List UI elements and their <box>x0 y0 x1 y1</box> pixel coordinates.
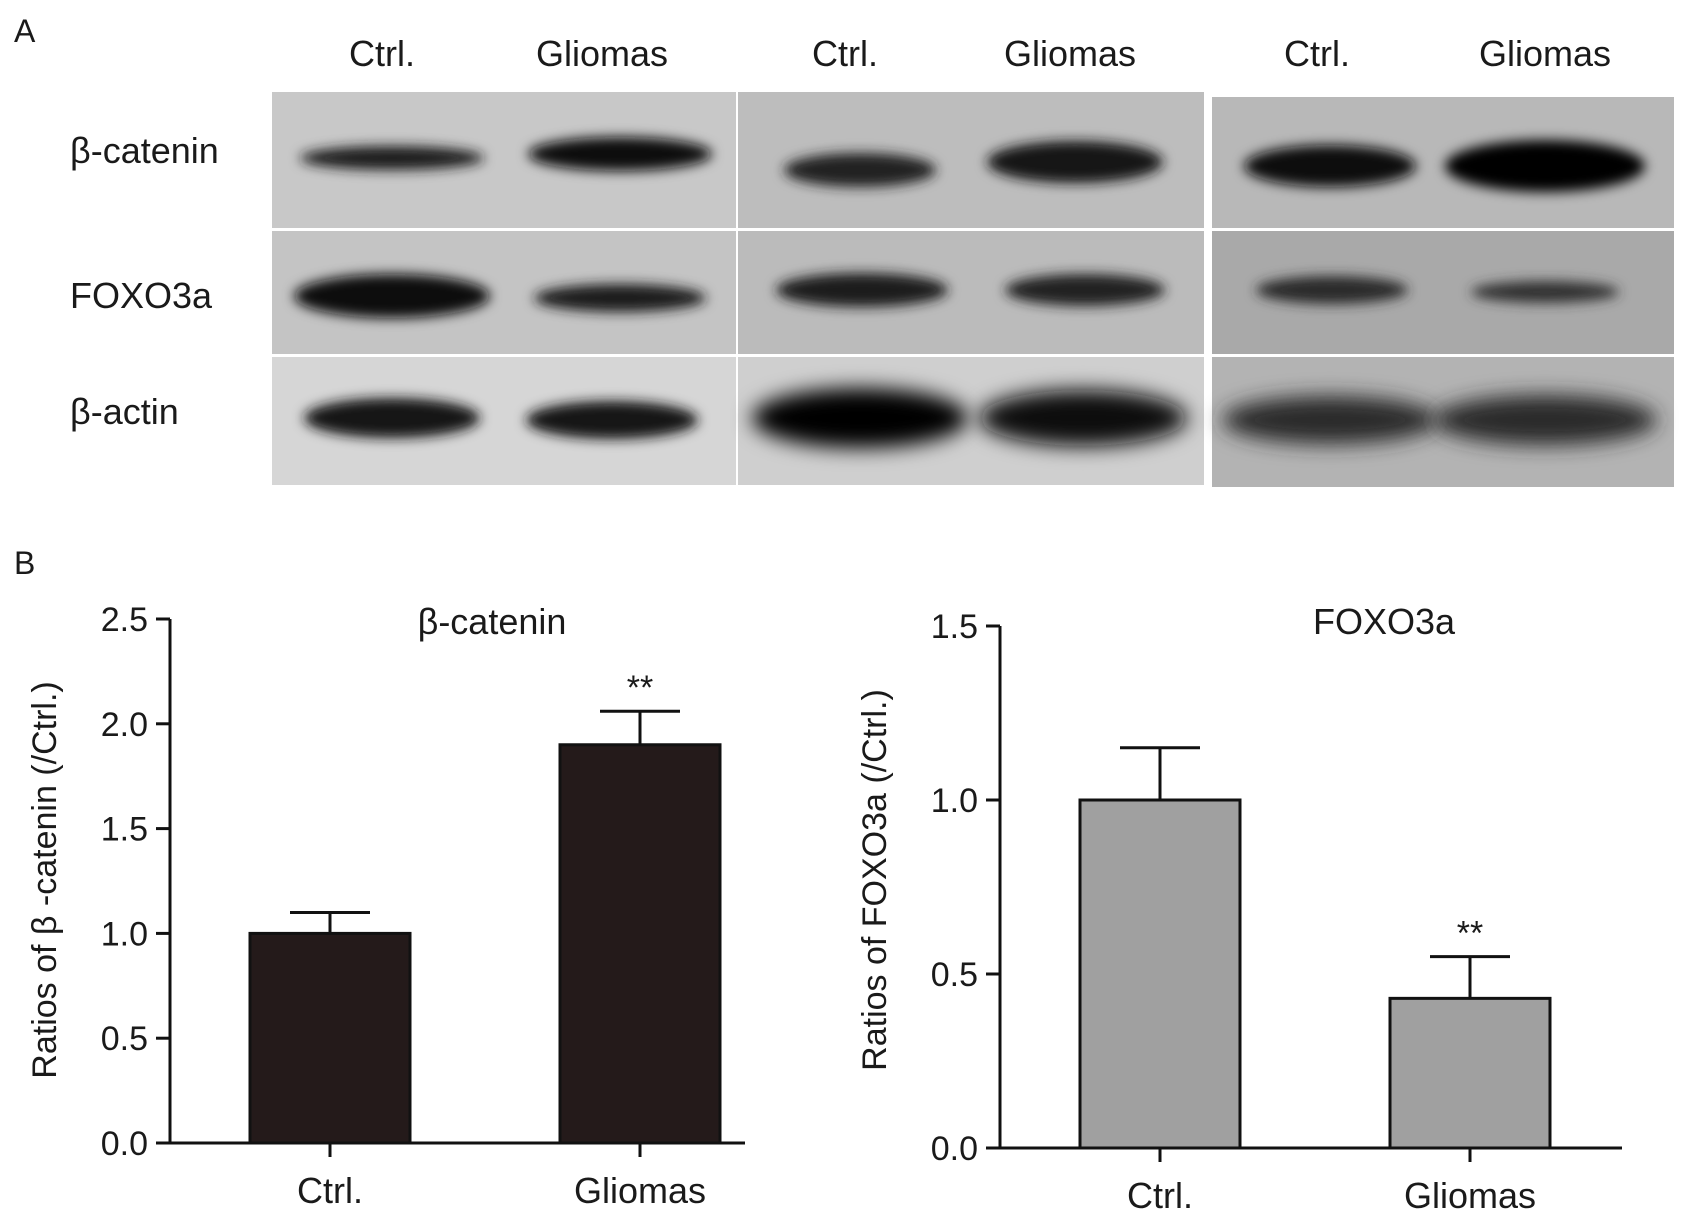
bar <box>248 931 412 1145</box>
y-tick-label: 1.0 <box>101 915 148 953</box>
x-tick-label: Ctrl. <box>297 1170 363 1211</box>
y-tick-label: 1.5 <box>101 811 148 849</box>
blot-1-lane-gliomas-label: Gliomas <box>536 33 668 74</box>
blot-2-lane-gliomas-label: Gliomas <box>1004 33 1136 74</box>
y-axis-label: Ratios of FOXO3a (/Ctrl.) <box>856 689 894 1071</box>
panel-a-label: A <box>14 13 36 49</box>
x-tick-label: Gliomas <box>574 1170 706 1211</box>
y-axis-label: Ratios of β -catenin (/Ctrl.) <box>26 681 64 1078</box>
blot-3-lane-ctrl-label: Ctrl. <box>1284 33 1350 74</box>
bar <box>1078 798 1242 1150</box>
blot-2-lane-ctrl-label: Ctrl. <box>812 33 878 74</box>
western-blot-panel: Ctrl. Gliomas Ctrl. Gliomas Ctrl. Glioma… <box>70 33 1674 487</box>
bar <box>558 743 722 1145</box>
significance-label: ** <box>1457 915 1483 953</box>
blot-bands <box>294 137 1657 448</box>
blot-3-lane-gliomas-label: Gliomas <box>1479 33 1611 74</box>
y-tick-label: 1.0 <box>931 782 978 820</box>
y-tick-label: 0.0 <box>931 1130 978 1168</box>
significance-label: ** <box>627 669 653 707</box>
chart-title: FOXO3a <box>1313 601 1456 642</box>
row-label-beta-catenin: β-catenin <box>70 130 219 171</box>
y-tick-label: 1.5 <box>931 608 978 646</box>
row-label-foxo3a: FOXO3a <box>70 275 213 316</box>
beta-catenin-bar-chart: 0.0 0.5 1.0 1.5 2.0 2.5 Ctrl. Gliomas ** β-cateni… <box>26 601 745 1211</box>
y-tick-label: 2.0 <box>101 706 148 744</box>
row-label-beta-actin: β-actin <box>70 391 179 432</box>
foxo3a-bar-chart: 0.0 0.5 1.0 1.5 Ctrl. Gliomas ** FOXO3a Ratios o… <box>856 601 1622 1216</box>
y-tick-label: 0.5 <box>931 956 978 994</box>
panel-b-label: B <box>14 545 35 581</box>
x-tick-label: Ctrl. <box>1127 1175 1193 1216</box>
y-tick-label: 0.5 <box>101 1020 148 1058</box>
y-tick-label: 0.0 <box>101 1125 148 1163</box>
blot-1-lane-ctrl-label: Ctrl. <box>349 33 415 74</box>
y-tick-label: 2.5 <box>101 601 148 639</box>
chart-title: β-catenin <box>418 601 567 642</box>
x-tick-label: Gliomas <box>1404 1175 1536 1216</box>
bar <box>1388 996 1552 1150</box>
